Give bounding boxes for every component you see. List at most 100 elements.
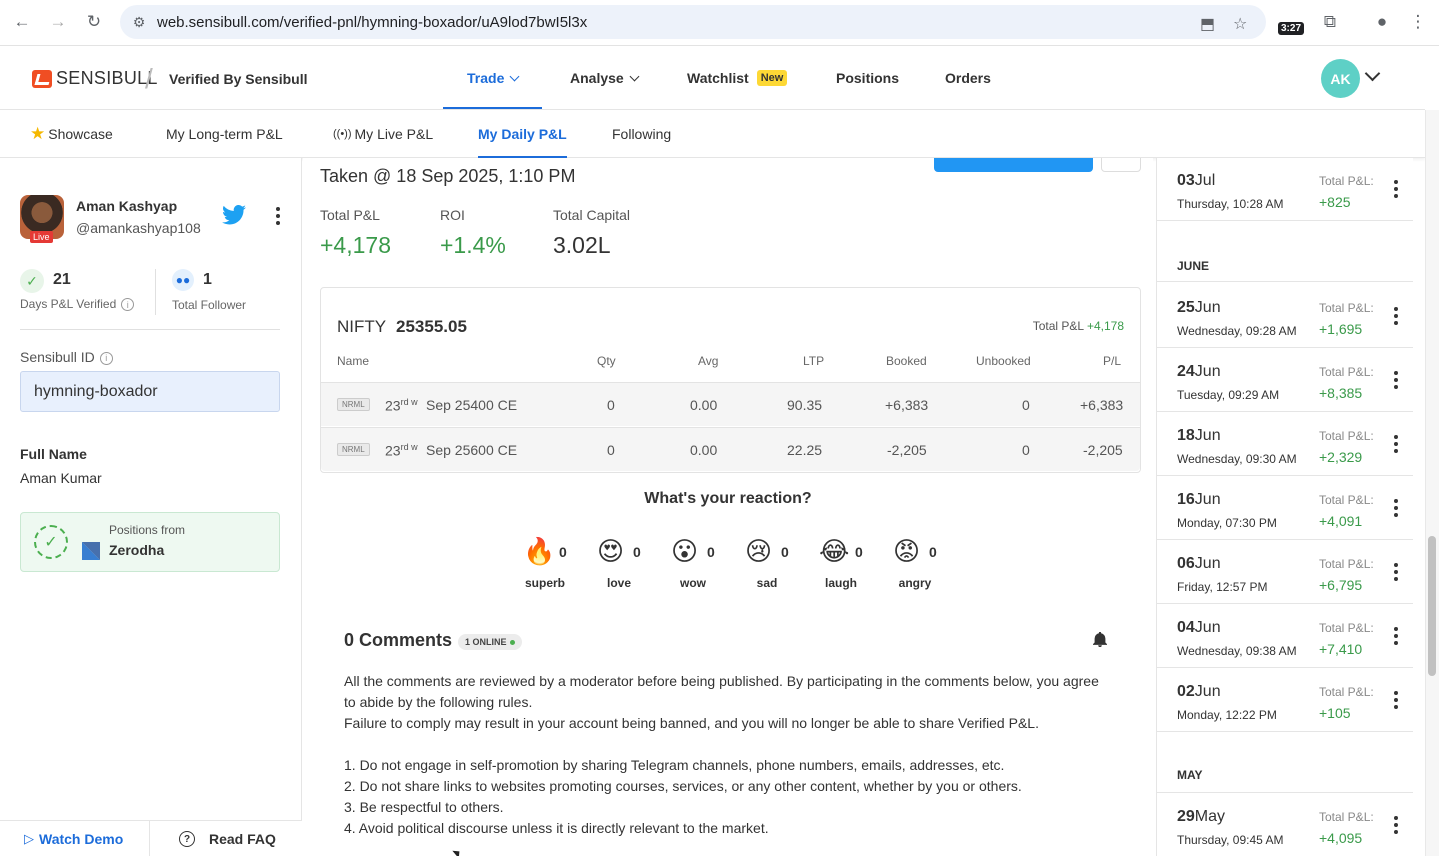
watch-demo-link[interactable]: ▷ Watch Demo	[24, 821, 123, 856]
nav-positions[interactable]: Positions	[836, 46, 899, 110]
day-menu-icon[interactable]	[1394, 307, 1398, 325]
table-row[interactable]: NRML 23rd w Sep 25600 CE 0 0.00 22.25 -2…	[321, 427, 1140, 471]
tab-showcase[interactable]: ★ Showcase	[30, 110, 113, 158]
total-pl-label: Total P&L:	[1319, 685, 1374, 699]
days-verified-label: Days P&L Verified i	[20, 297, 135, 312]
list-item[interactable]: 06Jun Friday, 12:57 PM Total P&L: +6,795	[1157, 541, 1413, 604]
profile-menu-icon[interactable]	[276, 207, 280, 225]
laugh-face-icon: 😂	[819, 536, 850, 566]
list-item[interactable]: 04Jun Wednesday, 09:38 AM Total P&L: +7,…	[1157, 605, 1413, 668]
tab-showcase-label: Showcase	[48, 126, 113, 142]
total-pl-label: Total P&L:	[1319, 557, 1374, 571]
reaction-superb[interactable]: 🔥 0 superb	[523, 536, 583, 596]
sad-face-icon: 😢	[745, 536, 773, 566]
list-item[interactable]: 02Jun Monday, 12:22 PM Total P&L: +105	[1157, 669, 1413, 732]
tab-following[interactable]: Following	[612, 110, 671, 158]
list-item[interactable]: 18Jun Wednesday, 09:30 AM Total P&L: +2,…	[1157, 413, 1413, 476]
total-pl-label: Total P&L:	[1319, 429, 1374, 443]
site-info-icon[interactable]: ⚙	[132, 13, 146, 30]
ltp: 22.25	[787, 442, 823, 458]
day-menu-icon[interactable]	[1394, 180, 1398, 198]
list-item[interactable]: 29May Thursday, 09:45 AM Total P&L: +4,0…	[1157, 794, 1413, 856]
fire-icon: 🔥	[523, 536, 556, 566]
sensibull-id-label-text: Sensibull ID	[20, 349, 95, 365]
nav-watchlist[interactable]: Watchlist New	[687, 46, 788, 110]
reaction-sad[interactable]: 😢 0 sad	[745, 536, 805, 596]
browser-menu-icon[interactable]: ⋮	[1409, 12, 1427, 31]
day-menu-icon[interactable]	[1394, 816, 1398, 834]
time: , 09:28 AM	[1239, 324, 1297, 338]
day-time: Monday, 07:30 PM	[1177, 516, 1277, 530]
reaction-count: 0	[929, 544, 937, 560]
sensibull-logo[interactable]: SENSIBULL	[32, 68, 158, 89]
reaction-count: 0	[633, 544, 641, 560]
share-button[interactable]	[934, 158, 1093, 172]
tab-daily-pl[interactable]: My Daily P&L	[478, 110, 567, 158]
forward-icon[interactable]: →	[49, 12, 67, 31]
reaction-angry[interactable]: 😡 0 angry	[893, 536, 953, 596]
comment-rules: All the comments are reviewed by a moder…	[344, 671, 1114, 839]
page-scrollbar[interactable]	[1425, 110, 1439, 856]
avatar[interactable]: AK	[1321, 59, 1360, 98]
install-app-icon[interactable]: ⬒	[1200, 16, 1216, 33]
total-capital-value: 3.02L	[553, 232, 611, 258]
bell-icon[interactable]	[1093, 631, 1107, 650]
day-month: Jun	[1194, 363, 1221, 380]
day-month: Jun	[1194, 299, 1221, 316]
nav-trade[interactable]: Trade	[442, 46, 543, 110]
followers-count: 1	[203, 271, 212, 288]
day-menu-icon[interactable]	[1394, 627, 1398, 645]
day-menu-icon[interactable]	[1394, 563, 1398, 581]
day-menu-icon[interactable]	[1394, 371, 1398, 389]
day-date: 02Jun	[1177, 683, 1221, 701]
reaction-love[interactable]: 😍 0 love	[597, 536, 657, 596]
card-total-pl: Total P&L +4,178	[1033, 319, 1124, 333]
chevron-down-icon[interactable]	[1364, 65, 1381, 82]
table-row[interactable]: NRML 23rd w Sep 25400 CE 0 0.00 90.35 +6…	[321, 382, 1140, 426]
day-menu-icon[interactable]	[1394, 435, 1398, 453]
address-bar[interactable]: ⚙ web.sensibull.com/verified-pnl/hymning…	[120, 5, 1266, 39]
tab-live-pl[interactable]: ((•)) My Live P&L	[333, 110, 433, 158]
expiry-day-value: 23	[385, 397, 401, 414]
sensibull-id-field[interactable]: hymning-boxador	[20, 371, 280, 412]
tab-long-term-pl-label: My Long-term P&L	[166, 126, 283, 142]
nav-analyse[interactable]: Analyse	[570, 46, 640, 110]
info-icon[interactable]: i	[121, 298, 135, 312]
left-footer: ▷ Watch Demo ? Read FAQ	[0, 820, 302, 856]
tab-long-term-pl[interactable]: My Long-term P&L	[166, 110, 283, 158]
list-item[interactable]: 03Jul Thursday, 10:28 AM Total P&L: +825	[1157, 158, 1413, 221]
day-date: 25Jun	[1177, 299, 1221, 317]
url-text[interactable]: web.sensibull.com/verified-pnl/hymning-b…	[157, 13, 588, 31]
heart-eyes-icon: 😍	[597, 536, 625, 566]
col-header-pl: P/L	[1103, 354, 1122, 368]
scrollbar-thumb[interactable]	[1428, 536, 1436, 676]
verified-check-icon: ✓	[20, 269, 44, 293]
col-header-booked: Booked	[886, 354, 927, 368]
nav-orders[interactable]: Orders	[945, 46, 991, 110]
extensions-icon[interactable]: ⧉	[1323, 12, 1337, 31]
followers-icon: ●●	[172, 269, 194, 291]
twitter-icon[interactable]	[222, 204, 246, 231]
list-item[interactable]: 16Jun Monday, 07:30 PM Total P&L: +4,091	[1157, 477, 1413, 540]
reaction-laugh[interactable]: 😂 0 laugh	[819, 536, 879, 596]
list-item[interactable]: 25Jun Wednesday, 09:28 AM Total P&L: +1,…	[1157, 285, 1413, 348]
product-badge: NRML	[337, 443, 370, 456]
reaction-label: love	[606, 576, 631, 590]
reload-icon[interactable]: ↻	[86, 12, 102, 31]
index-value: 25355.05	[396, 317, 467, 336]
day-menu-icon[interactable]	[1394, 691, 1398, 709]
read-faq-link[interactable]: ? Read FAQ	[179, 821, 276, 856]
more-options-button[interactable]	[1101, 158, 1141, 172]
back-icon[interactable]: ←	[13, 12, 31, 31]
bookmark-star-icon[interactable]: ☆	[1233, 16, 1248, 33]
days-verified-label-text: Days P&L Verified	[20, 297, 117, 311]
rules-intro: All the comments are reviewed by a moder…	[344, 673, 1099, 710]
info-icon[interactable]: i	[99, 351, 113, 365]
profile-icon[interactable]: ●	[1376, 12, 1388, 31]
day-menu-icon[interactable]	[1394, 499, 1398, 517]
col-header-unbooked: Unbooked	[976, 354, 1031, 368]
nav-analyse-label: Analyse	[570, 70, 624, 86]
list-item[interactable]: 24Jun Tuesday, 09:29 AM Total P&L: +8,38…	[1157, 349, 1413, 412]
day-number: 03	[1177, 172, 1195, 189]
reaction-wow[interactable]: 😮 0 wow	[671, 536, 731, 596]
